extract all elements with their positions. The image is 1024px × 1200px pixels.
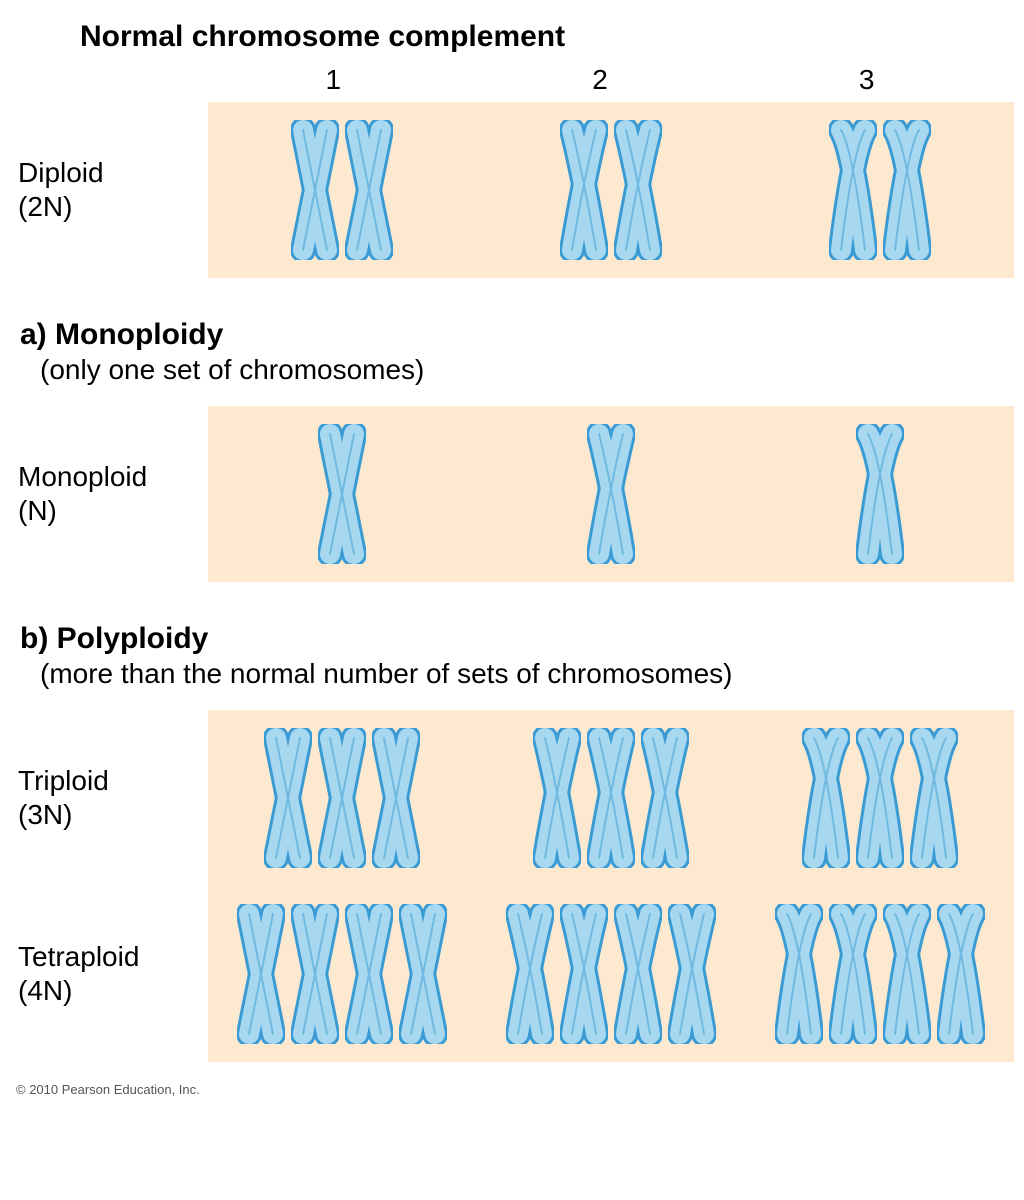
cell-monoploid-3 — [745, 424, 1014, 564]
row-label-triploid: Triploid (3N) — [10, 710, 208, 886]
chromosome-icon — [856, 424, 904, 564]
section-sub-polyploidy: (more than the normal number of sets of … — [40, 658, 1014, 690]
chromosome-icon — [614, 904, 662, 1044]
chromosome-icon — [883, 120, 931, 260]
cell-triploid-2 — [477, 728, 746, 868]
panel-tetraploid: Tetraploid (4N) — [10, 886, 1014, 1062]
chromosome-icon — [802, 728, 850, 868]
cell-diploid-1 — [208, 120, 477, 260]
chromosome-icon — [614, 120, 662, 260]
chromosome-icon — [291, 120, 339, 260]
chromosome-icon — [291, 904, 339, 1044]
chromosome-icon — [318, 728, 366, 868]
cell-monoploid-2 — [477, 424, 746, 564]
main-title: Normal chromosome complement — [80, 20, 1014, 54]
chromosome-icon — [506, 904, 554, 1044]
section-title-polyploidy: b) Polyploidy — [20, 622, 1014, 656]
label-monoploid-line1: Monoploid — [18, 460, 208, 494]
band-diploid — [208, 102, 1014, 278]
panel-triploid: Triploid (3N) — [10, 710, 1014, 886]
cell-triploid-3 — [745, 728, 1014, 868]
label-tetraploid-line2: (4N) — [18, 974, 208, 1008]
band-triploid — [208, 710, 1014, 886]
chromosome-icon — [883, 904, 931, 1044]
panel-monoploid: Monoploid (N) — [10, 406, 1014, 582]
chromosome-icon — [318, 424, 366, 564]
chromosome-icon — [399, 904, 447, 1044]
panel-diploid: Diploid (2N) — [10, 102, 1014, 278]
band-tetraploid — [208, 886, 1014, 1062]
label-triploid-line2: (3N) — [18, 798, 208, 832]
cell-diploid-3 — [745, 120, 1014, 260]
chromosome-icon — [829, 904, 877, 1044]
cell-tetraploid-1 — [208, 904, 477, 1044]
chromosome-icon — [910, 728, 958, 868]
label-tetraploid-line1: Tetraploid — [18, 940, 208, 974]
chromosome-icon — [264, 728, 312, 868]
row-label-tetraploid: Tetraploid (4N) — [10, 886, 208, 1062]
chromosome-icon — [345, 904, 393, 1044]
chromosome-icon — [587, 728, 635, 868]
chromosome-icon — [668, 904, 716, 1044]
copyright-text: © 2010 Pearson Education, Inc. — [16, 1082, 1014, 1097]
section-sub-monoploidy: (only one set of chromosomes) — [40, 354, 1014, 386]
row-label-diploid: Diploid (2N) — [10, 102, 208, 278]
row-label-monoploid: Monoploid (N) — [10, 406, 208, 582]
cell-tetraploid-3 — [745, 904, 1014, 1044]
cell-tetraploid-2 — [477, 904, 746, 1044]
chromosome-icon — [237, 904, 285, 1044]
column-header-1: 1 — [200, 64, 467, 96]
band-monoploid — [208, 406, 1014, 582]
chromosome-icon — [345, 120, 393, 260]
chromosome-icon — [856, 728, 904, 868]
chromosome-icon — [533, 728, 581, 868]
diagram-page: Normal chromosome complement 1 2 3 Diplo… — [0, 0, 1024, 1107]
column-header-3: 3 — [733, 64, 1000, 96]
chromosome-icon — [560, 904, 608, 1044]
label-triploid-line1: Triploid — [18, 764, 208, 798]
chromosome-icon — [372, 728, 420, 868]
chromosome-icon — [775, 904, 823, 1044]
chromosome-icon — [641, 728, 689, 868]
cell-diploid-2 — [477, 120, 746, 260]
chromosome-icon — [937, 904, 985, 1044]
chromosome-icon — [829, 120, 877, 260]
column-headers: 1 2 3 — [200, 64, 1000, 96]
label-diploid-line1: Diploid — [18, 156, 208, 190]
polyploidy-panels: Triploid (3N) Tetraploid (4N) — [10, 710, 1014, 1062]
chromosome-icon — [560, 120, 608, 260]
section-title-monoploidy: a) Monoploidy — [20, 318, 1014, 352]
cell-monoploid-1 — [208, 424, 477, 564]
column-header-2: 2 — [467, 64, 734, 96]
chromosome-icon — [587, 424, 635, 564]
cell-triploid-1 — [208, 728, 477, 868]
label-diploid-line2: (2N) — [18, 190, 208, 224]
label-monoploid-line2: (N) — [18, 494, 208, 528]
